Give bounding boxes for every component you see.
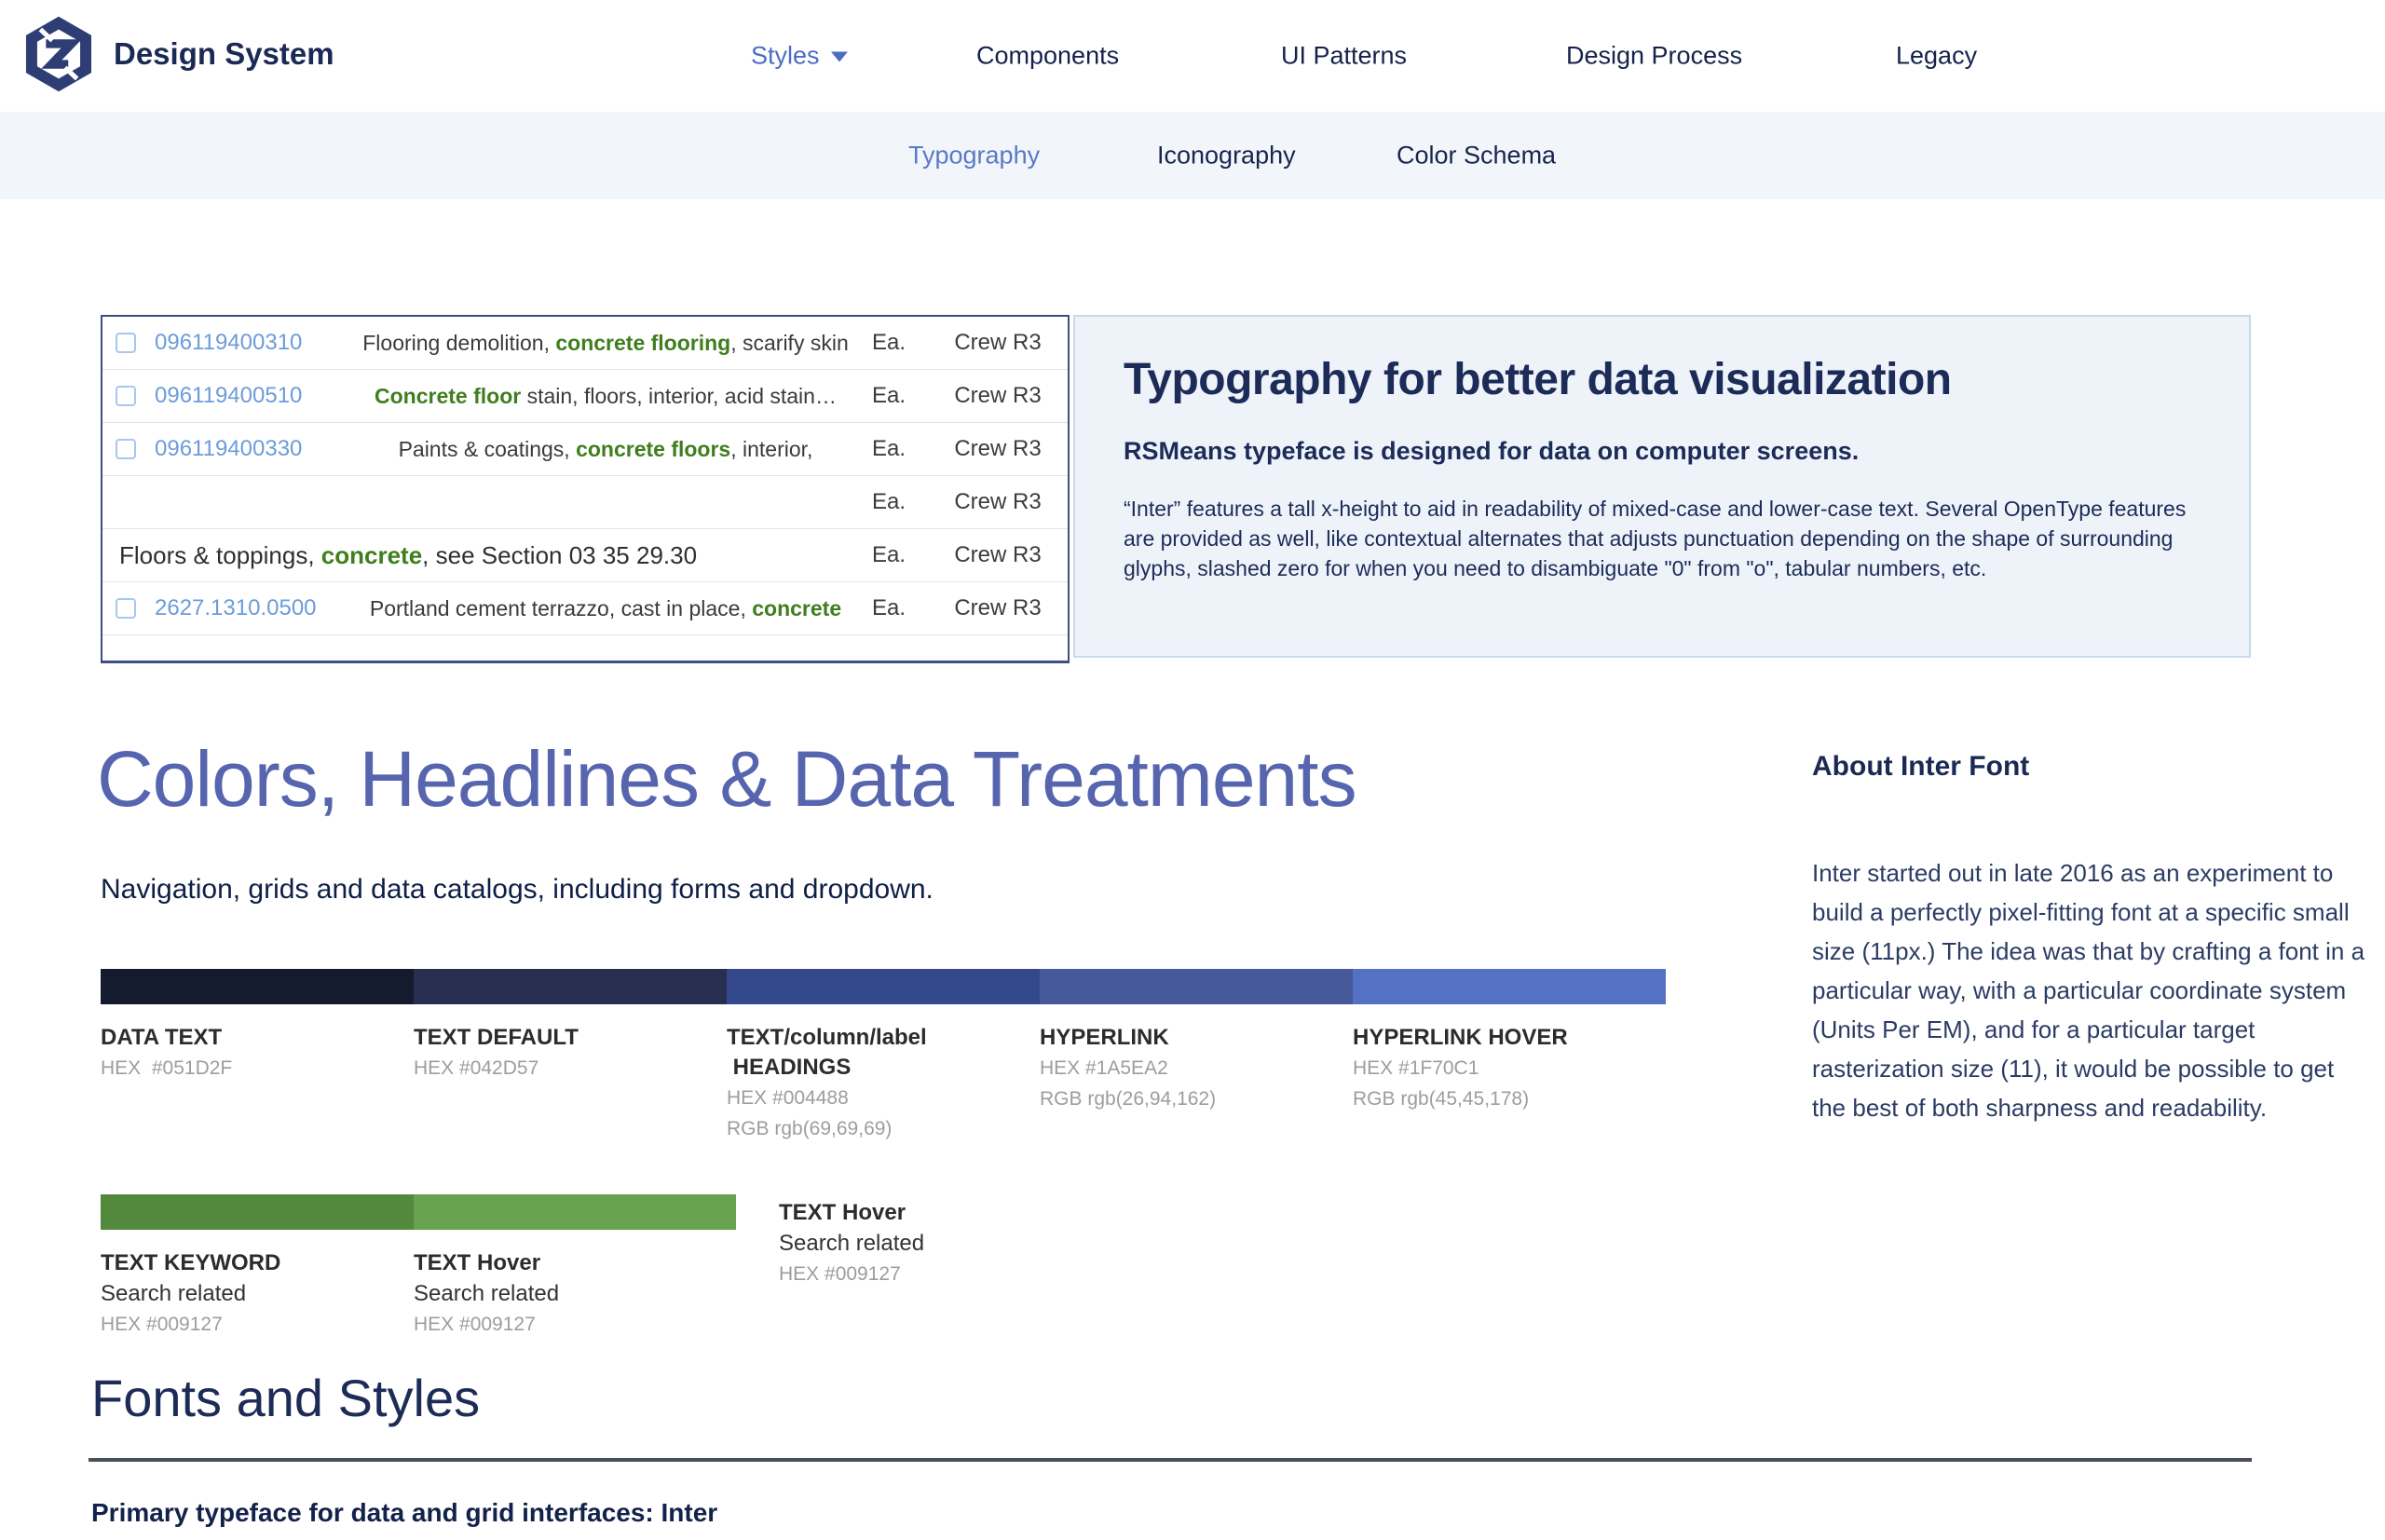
colors-section-subtitle: Navigation, grids and data catalogs, inc… — [101, 874, 934, 905]
crew-cell: Crew R3 — [954, 383, 1042, 408]
panel-title: Typography for better data visualization — [1124, 355, 1952, 404]
crew-cell: Crew R3 — [954, 595, 1042, 620]
nav-item-legacy[interactable]: Legacy — [1896, 41, 1978, 70]
item-code-link[interactable]: 096119400310 — [155, 330, 303, 355]
crew-cell: Crew R3 — [954, 542, 1042, 567]
swatch-label: HYPERLINK HOVER HEX #1F70C1 RGB rgb(45,4… — [1353, 1025, 1568, 1110]
table-section-row: Floors & toppings, concrete, see Section… — [102, 529, 1068, 582]
swatch-data-text — [101, 969, 414, 1004]
chevron-down-icon — [830, 51, 848, 62]
table-row: 096119400310 Flooring demolition, concre… — [102, 317, 1068, 370]
subnav-item-typography[interactable]: Typography — [908, 141, 1041, 170]
swatch-text-default — [414, 969, 727, 1004]
table-row: 096119400330 Paints & coatings, concrete… — [102, 423, 1068, 476]
row-checkbox[interactable] — [116, 439, 136, 459]
brand[interactable]: Design System — [20, 15, 334, 93]
about-inter-sidebar: About Inter Font Inter started out in la… — [1812, 751, 2371, 1127]
colors-section-title: Colors, Headlines & Data Treatments — [97, 735, 1357, 823]
swatch-labels-blues: DATA TEXT HEX #051D2F TEXT DEFAULT HEX #… — [101, 1023, 1666, 1144]
swatch-label: TEXT DEFAULT HEX #042D57 — [414, 1025, 579, 1079]
table-row: 096119400510 Concrete floor stain, floor… — [102, 370, 1068, 423]
item-code-link[interactable]: 096119400510 — [155, 383, 303, 408]
brand-name: Design System — [114, 36, 334, 71]
about-body-text: Inter started out in late 2016 as an exp… — [1812, 859, 2365, 1122]
swatch-label: DATA TEXT HEX #051D2F — [101, 1025, 233, 1079]
swatch-hyperlink — [1040, 969, 1353, 1004]
unit-cell: Ea. — [872, 489, 906, 514]
swatch-headings — [727, 969, 1040, 1004]
crew-cell: Crew R3 — [954, 489, 1042, 514]
crew-cell: Crew R3 — [954, 330, 1042, 355]
swatch-labels-greens: TEXT KEYWORD Search related HEX #009127 … — [101, 1248, 727, 1340]
item-description: Paints & coatings, concrete floors, inte… — [398, 436, 813, 461]
table-row: Ea. Crew R3 — [102, 476, 1068, 529]
swatch-label: TEXT KEYWORD Search related HEX #009127 — [101, 1250, 281, 1335]
section-divider — [89, 1458, 2252, 1462]
unit-cell: Ea. — [872, 436, 906, 461]
swatch-label: TEXT/column/label HEADINGS HEX #004488 R… — [727, 1025, 927, 1139]
top-navigation: Design System Styles Components UI Patte… — [0, 0, 2385, 112]
fonts-section-lead: Primary typeface for data and grid inter… — [91, 1498, 718, 1527]
subnav-item-color-schema[interactable]: Color Schema — [1397, 141, 1557, 170]
panel-subtitle: RSMeans typeface is designed for data on… — [1124, 437, 1860, 465]
item-description: Portland cement terrazzo, cast in place,… — [369, 595, 842, 620]
nav-item-design-process[interactable]: Design Process — [1566, 41, 1743, 70]
nav-item-styles[interactable]: Styles — [751, 42, 848, 71]
crew-cell: Crew R3 — [954, 436, 1042, 461]
about-title: About Inter Font — [1812, 751, 2030, 782]
color-swatch-bar-blues — [101, 969, 1666, 1004]
item-code-link[interactable]: 096119400330 — [155, 436, 303, 461]
panel-body-text: “Inter” features a tall x-height to aid … — [1124, 497, 2187, 580]
nav-item-ui-patterns[interactable]: UI Patterns — [1281, 41, 1408, 70]
item-description: Flooring demolition, concrete flooring, … — [362, 330, 849, 355]
table-row: 2627.1310.0500 Portland cement terrazzo,… — [102, 582, 1068, 635]
swatch-hyperlink-hover — [1353, 969, 1666, 1004]
unit-cell: Ea. — [872, 383, 906, 408]
brand-logo-icon — [25, 16, 92, 92]
unit-cell: Ea. — [872, 542, 906, 567]
styles-subnav: Typography Iconography Color Schema — [0, 112, 2385, 199]
typography-intro-panel: Typography for better data visualization… — [1073, 315, 2251, 658]
subnav-item-iconography[interactable]: Iconography — [1157, 141, 1296, 170]
unit-cell: Ea. — [872, 330, 906, 355]
nav-item-components[interactable]: Components — [976, 41, 1120, 70]
color-swatch-bar-greens — [101, 1194, 736, 1230]
row-checkbox[interactable] — [116, 333, 136, 353]
section-description: Floors & toppings, concrete, see Section… — [119, 540, 698, 569]
swatch-label: TEXT Hover Search related HEX #009127 — [414, 1250, 560, 1335]
swatch-label: HYPERLINK HEX #1A5EA2 RGB rgb(26,94,162) — [1040, 1025, 1217, 1110]
swatch-label-note: TEXT Hover Search related HEX #009127 — [779, 1200, 925, 1285]
row-checkbox[interactable] — [116, 386, 136, 406]
item-code-link[interactable]: 2627.1310.0500 — [155, 595, 317, 620]
unit-cell: Ea. — [872, 595, 906, 620]
fonts-section-title: Fonts and Styles — [91, 1369, 481, 1427]
swatch-text-hover — [414, 1194, 736, 1230]
sample-data-table: 096119400310 Flooring demolition, concre… — [101, 315, 1070, 663]
row-checkbox[interactable] — [116, 598, 136, 619]
swatch-text-keyword — [101, 1194, 414, 1230]
item-description: Concrete floor stain, floors, interior, … — [375, 383, 837, 408]
